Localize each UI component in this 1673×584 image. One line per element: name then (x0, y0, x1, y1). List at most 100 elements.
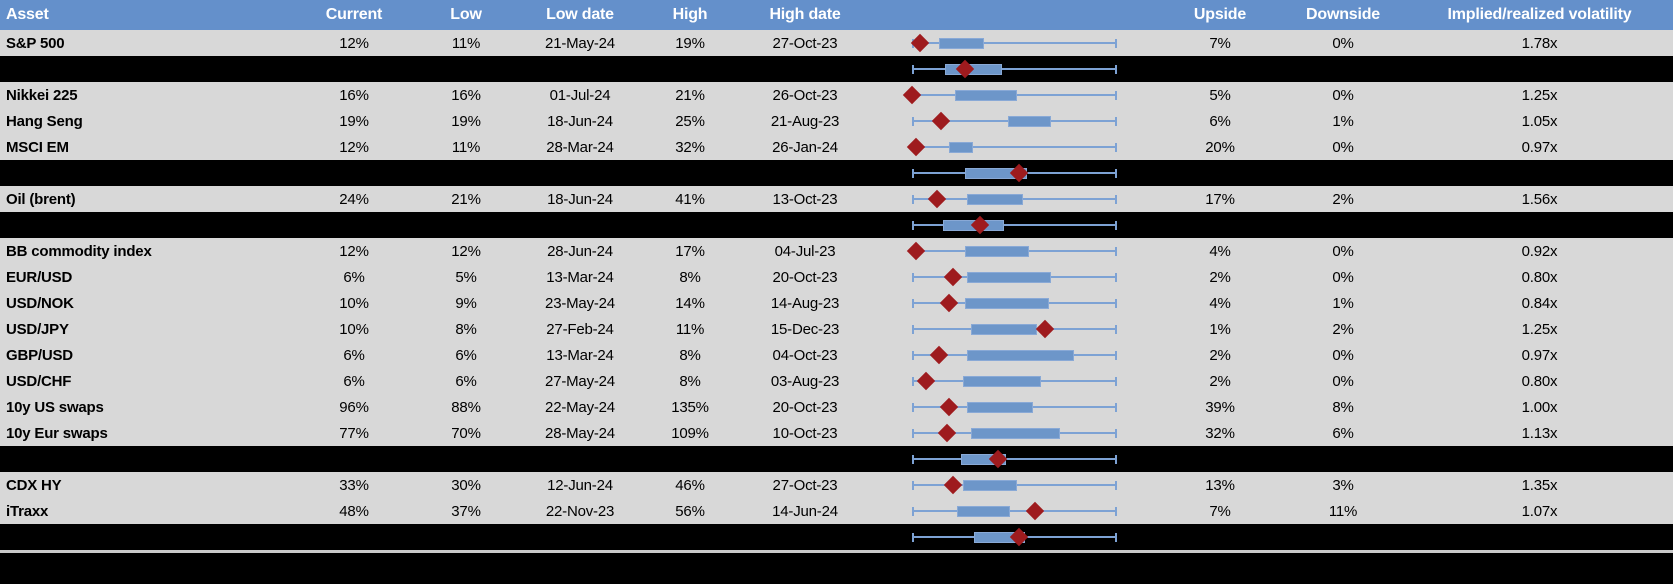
whisker-cap-right (1115, 116, 1117, 126)
range-box (967, 401, 1033, 413)
upside-cell: 20% (1205, 138, 1235, 156)
whisker-cap-left (912, 220, 914, 230)
whisker-cap-right (1115, 64, 1117, 74)
low-cell: 30% (451, 476, 481, 494)
separator-row (0, 446, 1673, 472)
col-header-high-date: High date (769, 6, 841, 23)
low-cell: 16% (451, 86, 481, 104)
range-box (965, 245, 1029, 257)
table-row: USD/NOK 10% 9% 23-May-24 14% 14-Aug-23 4% 1% 0.8… (0, 290, 1673, 316)
table-row: iTraxx 48% 37% 22-Nov-23 56% 14-Jun-24 7% 11% 1.… (0, 498, 1673, 524)
col-header-low-date: Low date (546, 6, 614, 23)
high-cell: 25% (675, 112, 705, 130)
implied-realized-cell: 1.78x (1521, 34, 1558, 52)
chart-cell (866, 108, 1160, 134)
high-cell: 41% (675, 190, 705, 208)
upside-cell: 5% (1209, 86, 1231, 104)
low-date-cell: 21-May-24 (545, 34, 615, 52)
diamond-marker (917, 371, 936, 391)
implied-realized-cell: 1.05x (1521, 112, 1558, 130)
table-row: Nikkei 225 16% 16% 01-Jul-24 21% 26-Oct-23 5% 0… (0, 82, 1673, 108)
chart-cell (866, 238, 1160, 264)
chart-cell (866, 498, 1160, 524)
current-cell: 48% (339, 502, 369, 520)
whisker-cap-right (1115, 220, 1117, 230)
current-cell: 12% (339, 138, 369, 156)
whisker-cap-left (912, 532, 914, 542)
current-cell: 16% (339, 86, 369, 104)
high-cell: 21% (675, 86, 705, 104)
range-box (971, 323, 1038, 335)
range-box (957, 505, 1011, 517)
whisker-cap-right (1115, 38, 1117, 48)
whisker-cap-left (912, 116, 914, 126)
downside-cell: 0% (1332, 372, 1354, 390)
downside-cell: 0% (1332, 346, 1354, 364)
table-row: Hang Seng 19% 19% 18-Jun-24 25% 21-Aug-23 6% 1%… (0, 108, 1673, 134)
downside-cell: 0% (1332, 268, 1354, 286)
low-cell: 6% (455, 372, 477, 390)
low-date-cell: 18-Jun-24 (547, 112, 613, 130)
whisker-cap-left (912, 428, 914, 438)
col-header-high: High (672, 6, 708, 23)
table-row: S&P 500 12% 11% 21-May-24 19% 27-Oct-23 7% 0% 1.… (0, 30, 1673, 56)
range-whisker (912, 510, 1117, 512)
whisker-cap-left (912, 272, 914, 282)
low-cell: 37% (451, 502, 481, 520)
asset-cell: 10y US swaps (6, 398, 104, 416)
asset-cell: CDX HY (6, 476, 62, 494)
high-cell: 14% (675, 294, 705, 312)
range-box (967, 193, 1023, 205)
col-header-downside: Downside (1306, 6, 1380, 23)
low-cell: 11% (451, 34, 481, 52)
low-cell: 6% (455, 346, 477, 364)
upside-cell: 7% (1209, 502, 1231, 520)
upside-cell: 6% (1209, 112, 1231, 130)
footer-divider (0, 550, 1673, 553)
low-date-cell: 13-Mar-24 (546, 346, 614, 364)
current-cell: 10% (339, 294, 369, 312)
range-box (963, 479, 1017, 491)
diamond-marker (1036, 319, 1055, 339)
diamond-marker (927, 189, 946, 209)
whisker-cap-left (912, 454, 914, 464)
chart-cell (866, 290, 1160, 316)
chart-cell (866, 212, 1160, 238)
high-date-cell: 03-Aug-23 (770, 372, 840, 390)
whisker-cap-left (912, 168, 914, 178)
high-date-cell: 27-Oct-23 (772, 34, 838, 52)
chart-cell (866, 316, 1160, 342)
low-cell: 8% (455, 320, 477, 338)
range-whisker (912, 458, 1117, 460)
range-box (963, 375, 1042, 387)
downside-cell: 2% (1332, 190, 1354, 208)
whisker-cap-right (1115, 272, 1117, 282)
high-cell: 8% (679, 346, 701, 364)
low-date-cell: 01-Jul-24 (549, 86, 611, 104)
separator-row (0, 524, 1673, 550)
upside-cell: 4% (1209, 242, 1231, 260)
high-cell: 19% (675, 34, 705, 52)
table-row: USD/CHF 6% 6% 27-May-24 8% 03-Aug-23 2% 0% 0.80x (0, 368, 1673, 394)
chart-cell (866, 134, 1160, 160)
table-row: CDX HY 33% 30% 12-Jun-24 46% 27-Oct-23 13% 3% 1.… (0, 472, 1673, 498)
whisker-cap-right (1115, 298, 1117, 308)
implied-realized-cell: 1.25x (1521, 86, 1558, 104)
diamond-marker (943, 475, 963, 495)
diamond-marker (902, 85, 922, 105)
asset-cell: Oil (brent) (6, 190, 76, 208)
high-date-cell: 20-Oct-23 (772, 268, 838, 286)
downside-cell: 0% (1332, 34, 1354, 52)
col-header-implied-realized-volatility: Implied/realized volatility (1447, 6, 1632, 23)
diamond-marker (906, 137, 926, 157)
low-date-cell: 27-May-24 (545, 372, 615, 390)
whisker-cap-right (1115, 506, 1117, 516)
low-cell: 9% (455, 294, 477, 312)
asset-cell: MSCI EM (6, 138, 69, 156)
asset-cell: Nikkei 225 (6, 86, 78, 104)
low-date-cell: 23-May-24 (545, 294, 615, 312)
diamond-marker (943, 267, 963, 287)
current-cell: 19% (339, 112, 369, 130)
table-row: Oil (brent) 24% 21% 18-Jun-24 41% 13-Oct-23 17… (0, 186, 1673, 212)
